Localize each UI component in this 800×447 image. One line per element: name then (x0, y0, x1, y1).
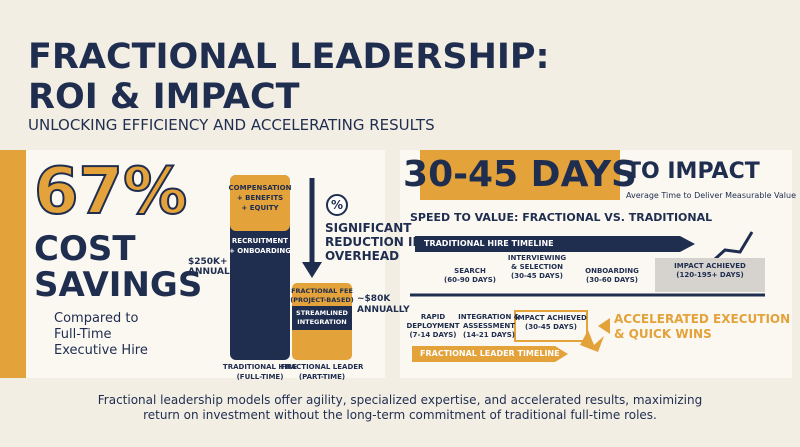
title: ROI & IMPACT (28, 77, 300, 117)
impact-box (514, 310, 588, 342)
label: SAVINGS (34, 265, 203, 305)
bar-caption: TRADITIONAL HIRE (222, 363, 298, 371)
caption: Executive Hire (54, 343, 148, 358)
segment-label: + BENEFITS (236, 194, 284, 202)
timeline-label: TRADITIONAL HIRE TIMELINE (424, 239, 554, 248)
step: DEPLOYMENT (406, 322, 460, 330)
step: (30-45 DAYS) (525, 323, 577, 331)
segment-label: INTEGRATION (297, 318, 347, 326)
segment-label: COMPENSATION (228, 184, 292, 192)
callout: SIGNIFICANT (325, 221, 412, 235)
step: & SELECTION (511, 263, 563, 271)
bar-caption: (FULL-TIME) (236, 373, 284, 381)
label: COST (34, 229, 136, 269)
segment-label: + ONBOARDING (228, 247, 292, 255)
callout: REDUCTION IN (325, 235, 423, 249)
headline: 67% (33, 155, 188, 229)
highlight: & QUICK WINS (614, 327, 712, 341)
callout: OVERHEAD (325, 249, 400, 263)
fractional-arrow (412, 346, 568, 362)
subtitle: UNLOCKING EFFICIENCY AND ACCELERATING RE… (28, 116, 435, 134)
amount: ~$80K (357, 294, 391, 304)
amount: $250K+ (188, 257, 228, 267)
caption: Compared to (54, 311, 139, 326)
timeline-label: FRACTIONAL LEADER TIMELINE (420, 349, 560, 358)
traditional-arrow (415, 236, 695, 252)
segment-label: + EQUITY (241, 204, 279, 212)
step: IMPACT ACHIEVED (515, 314, 587, 322)
step: INTEGRATION & (458, 313, 520, 321)
arrow-head (302, 262, 322, 278)
step: ASSESSMENT (462, 322, 516, 330)
days-box (420, 150, 620, 200)
amount: ANNUALLY (188, 267, 241, 277)
heading: SPEED TO VALUE: FRACTIONAL VS. TRADITION… (410, 211, 713, 224)
pointer (598, 318, 610, 334)
step: (120-195+ DAYS) (676, 271, 744, 279)
segment (292, 306, 352, 330)
caption: Full-Time (54, 327, 112, 342)
step: (7-14 DAYS) (409, 331, 457, 339)
trim (0, 150, 26, 378)
footer: Fractional leadership models offer agili… (97, 393, 703, 407)
title: FRACTIONAL LEADERSHIP: (28, 37, 550, 77)
bar-caption: (PART-TIME) (298, 373, 346, 381)
icon (326, 194, 348, 216)
impact-box (655, 258, 765, 292)
amount: ANNUALLY (357, 305, 410, 315)
step: (30-45 DAYS) (511, 272, 563, 280)
step: RAPID (420, 313, 446, 321)
bar-caption: FRACTIONAL LEADER (280, 363, 364, 371)
step: ONBOARDING (585, 267, 639, 275)
burst (580, 330, 604, 352)
highlight: ACCELERATED EXECUTION (614, 312, 791, 326)
segment-label: (PROJECT-BASED) (290, 296, 354, 304)
step: (14-21 DAYS) (463, 331, 515, 339)
caption: Average Time to Deliver Measurable Value (626, 191, 796, 200)
label: TO IMPACT (626, 159, 760, 184)
icon-label: % (330, 198, 344, 212)
step: (30-60 DAYS) (586, 276, 638, 284)
footer: return on investment without the long-te… (143, 408, 657, 422)
segment-label: STREAMLINED (296, 309, 348, 317)
step: INTERVIEWING (507, 254, 567, 262)
segment-label: FRACTIONAL FEE (291, 287, 353, 295)
step: IMPACT ACHIEVED (674, 262, 746, 270)
segment (230, 175, 290, 231)
headline: 30-45 DAYS (403, 154, 637, 195)
step: (60-90 DAYS) (444, 276, 496, 284)
step: SEARCH (454, 267, 486, 275)
segment-label: RECRUITMENT (231, 237, 289, 245)
